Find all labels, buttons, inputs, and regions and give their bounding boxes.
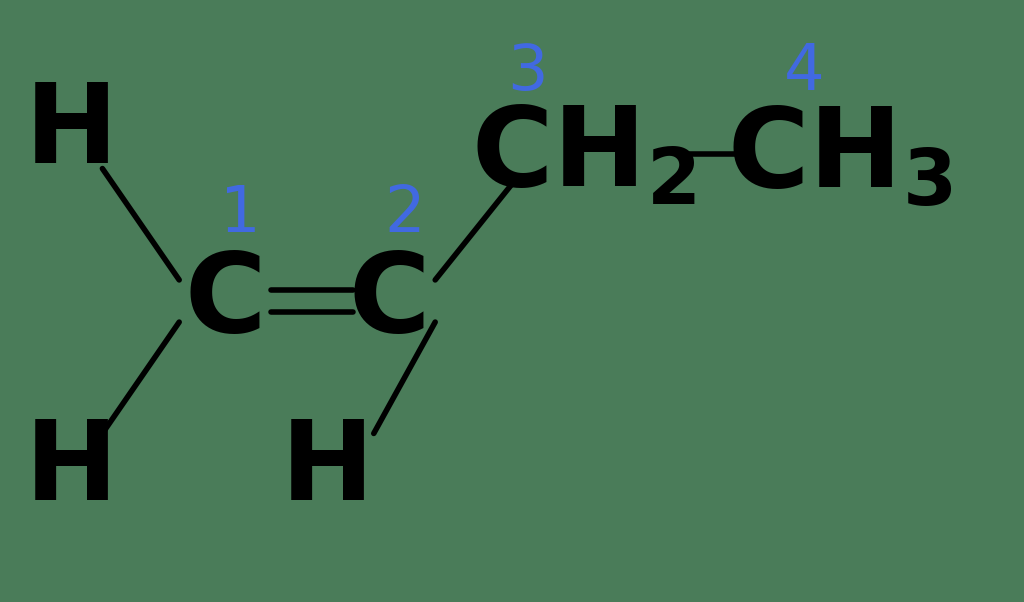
Text: 4: 4 xyxy=(783,42,824,103)
Text: 3: 3 xyxy=(507,42,548,103)
Text: C: C xyxy=(348,247,430,355)
Text: 1: 1 xyxy=(220,183,261,244)
Text: $\mathbf{CH_2}$: $\mathbf{CH_2}$ xyxy=(471,103,696,210)
Text: H: H xyxy=(26,416,118,523)
Text: $\mathbf{CH_3}$: $\mathbf{CH_3}$ xyxy=(727,103,952,210)
Text: H: H xyxy=(282,416,374,523)
Text: C: C xyxy=(184,247,266,355)
Text: 2: 2 xyxy=(384,183,425,244)
Text: H: H xyxy=(26,79,118,186)
